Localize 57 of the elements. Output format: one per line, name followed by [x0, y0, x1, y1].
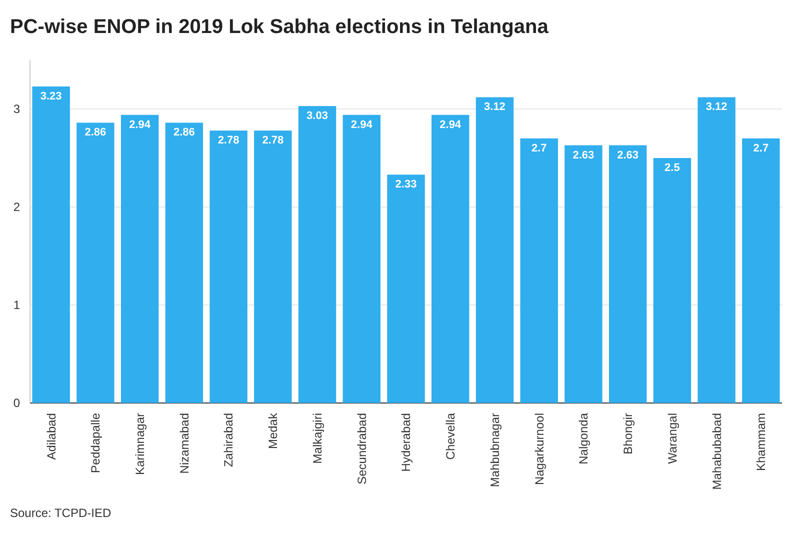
- x-tick-label: Nizamabad: [177, 413, 192, 474]
- bar: [608, 145, 647, 403]
- bar: [298, 106, 336, 403]
- y-tick-label: 2: [13, 200, 20, 214]
- bar: [653, 158, 692, 403]
- data-label: 2.63: [572, 149, 594, 162]
- chart-title: PC-wise ENOP in 2019 Lok Sabha elections in Telangana: [10, 16, 550, 38]
- x-tick-label: Nagarkurnool: [532, 413, 546, 486]
- x-tick-label: Secundrabad: [354, 413, 369, 484]
- data-label: 2.33: [395, 178, 417, 191]
- data-label: 2.86: [173, 126, 195, 139]
- x-tick-label: Adilabad: [44, 413, 58, 460]
- data-label: 3.12: [706, 101, 728, 114]
- bar: [432, 114, 470, 403]
- bar: [342, 114, 380, 403]
- data-label: 2.94: [129, 118, 152, 131]
- x-tick-label: Malkajgiri: [310, 413, 324, 464]
- data-label: 2.94: [440, 118, 462, 131]
- data-label: 2.63: [617, 149, 639, 162]
- x-tick-label: Warangal: [665, 413, 680, 464]
- data-label: 2.7: [531, 142, 547, 154]
- data-label: 2.78: [218, 134, 240, 147]
- bar: [76, 122, 114, 403]
- data-label: 3.23: [40, 90, 62, 102]
- bar: [564, 145, 602, 403]
- x-tick-label: Karimnagar: [133, 413, 148, 476]
- y-tick-label: 3: [13, 102, 20, 116]
- y-tick-label: 0: [13, 396, 20, 410]
- y-tick-label: 1: [13, 298, 20, 312]
- x-tick-label: Nalgonda: [576, 412, 591, 464]
- x-tick-label: Mahabubabad: [710, 413, 724, 490]
- data-label: 2.78: [262, 134, 284, 147]
- data-label: 3.12: [484, 101, 506, 114]
- bar: [520, 138, 558, 403]
- x-tick-label: Khammam: [754, 413, 768, 472]
- bar: [254, 130, 292, 403]
- data-label: 2.86: [84, 126, 106, 139]
- bar: [698, 97, 736, 403]
- x-tick-label: Mahbubnagar: [488, 413, 502, 488]
- source-note: Source: TCPD-IED: [10, 506, 112, 520]
- x-tick-label: Bhongir: [621, 413, 636, 454]
- data-label: 3.03: [306, 110, 328, 122]
- x-tick-label: Chevella: [444, 412, 458, 460]
- bar: [32, 86, 70, 403]
- bar: [387, 174, 425, 403]
- bar: [742, 138, 780, 403]
- data-label: 2.5: [664, 162, 680, 174]
- data-label: 2.7: [753, 142, 769, 154]
- x-tick-label: Hyderabad: [399, 413, 414, 472]
- bar: [165, 122, 204, 403]
- x-tick-label: Medak: [266, 412, 280, 450]
- bar: [210, 130, 248, 403]
- bar: [120, 114, 159, 403]
- x-tick-label: Peddapalle: [88, 412, 103, 474]
- bar: [476, 97, 514, 403]
- x-tick-label: Zahirabad: [222, 413, 236, 468]
- data-label: 2.94: [350, 118, 374, 131]
